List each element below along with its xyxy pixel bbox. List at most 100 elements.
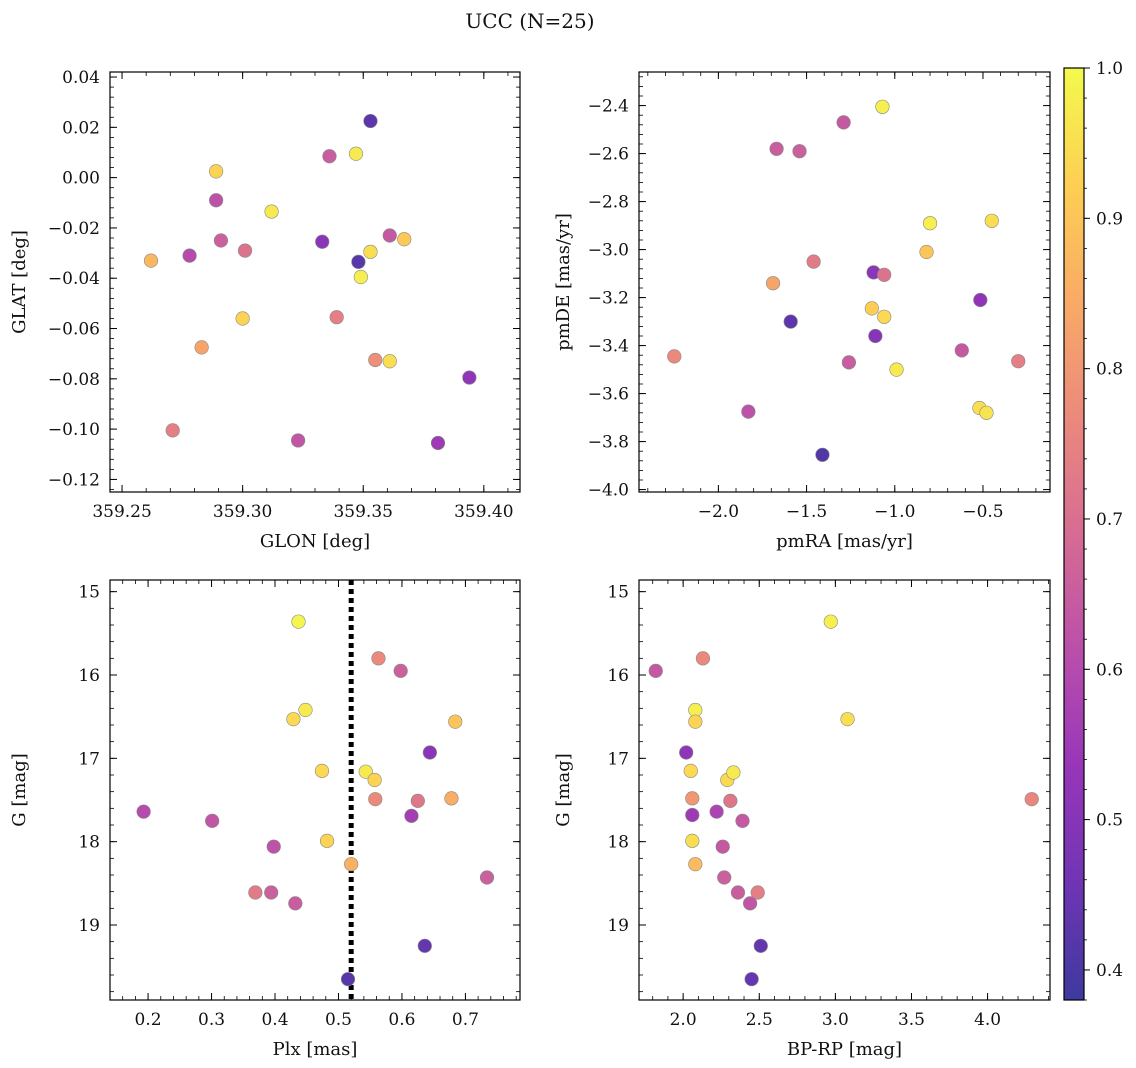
- data-point: [479, 870, 495, 885]
- data-point: [264, 204, 279, 219]
- y-tick-label: −0.12: [48, 470, 100, 490]
- data-point: [462, 370, 477, 385]
- data-point: [205, 813, 220, 828]
- x-tick-label: 4.0: [974, 1010, 1001, 1030]
- x-tick-label: 2.0: [670, 1010, 697, 1030]
- data-point: [237, 243, 253, 258]
- data-point: [685, 833, 700, 848]
- x-tick-label: 0.5: [325, 1010, 352, 1030]
- x-tick-label: −0.5: [962, 502, 1003, 522]
- x-tick-label: 0.4: [261, 1010, 288, 1030]
- data-point: [368, 792, 383, 807]
- x-tick-label: 3.0: [822, 1010, 849, 1030]
- data-point: [319, 833, 335, 848]
- data-point: [715, 839, 730, 854]
- colorbar-gradient: [1064, 68, 1084, 1000]
- colorbar-tick-label: 1.0: [1096, 59, 1123, 79]
- data-point: [679, 745, 694, 760]
- y-tick-label: −3.8: [588, 433, 629, 453]
- data-point: [792, 144, 807, 159]
- y-tick-label: 16: [78, 666, 100, 686]
- data-point: [667, 349, 682, 364]
- panel-bprp-g: 2.0 2.5 3.0 3.5 4.0 15 16 17 18 19 BP-RP [mag] G [m…: [553, 579, 1051, 1060]
- y-tick-label: 0.04: [62, 68, 100, 88]
- data-point: [340, 972, 356, 987]
- data-point: [322, 149, 337, 164]
- data-point: [363, 113, 378, 129]
- data-point: [430, 435, 446, 451]
- data-point: [298, 702, 313, 718]
- data-point: [841, 355, 857, 370]
- y-tick-label: 17: [78, 749, 100, 769]
- data-point: [329, 310, 344, 325]
- data-point: [209, 164, 224, 179]
- axes-frame: [638, 579, 1051, 1001]
- data-point: [815, 447, 830, 462]
- data-point: [264, 885, 279, 900]
- data-point: [165, 423, 180, 438]
- x-tick-label: 359.40: [454, 502, 513, 522]
- data-point: [743, 896, 758, 911]
- data-point: [344, 857, 359, 872]
- x-tick-label: 359.30: [213, 502, 272, 522]
- axes-frame: [109, 579, 521, 1001]
- y-tick-label: 19: [607, 916, 629, 936]
- x-axis-label: GLON [deg]: [260, 531, 370, 552]
- y-tick-label: −3.0: [588, 241, 629, 261]
- panel-pmra-pmde: −2.0 −1.5 −1.0 −0.5 −2.4 −2.6 −2.8 −3.0 −3.2 −3.4…: [553, 71, 1051, 552]
- colorbar-tick-label: 0.9: [1096, 209, 1123, 229]
- colorbar: 0.4 0.5 0.6 0.7 0.8 0.9 1.0: [1063, 59, 1123, 1001]
- data-point: [194, 340, 209, 355]
- data-point: [448, 714, 463, 729]
- y-tick-label: 19: [78, 916, 100, 936]
- y-tick-label: 0.00: [62, 169, 100, 189]
- y-tick-label: −2.8: [588, 193, 629, 213]
- data-point: [291, 433, 306, 448]
- data-point: [444, 791, 459, 806]
- scatter-panels: 359.25 359.30 359.35 359.40 0.04 0.02 0.00 −0.0…: [9, 68, 1051, 1060]
- data-point: [235, 311, 250, 326]
- y-tick-label: −0.04: [48, 269, 100, 289]
- data-point: [984, 213, 999, 228]
- data-point: [783, 314, 798, 329]
- data-point: [371, 651, 386, 666]
- y-tick-label: 15: [78, 583, 100, 603]
- x-tick-label: −1.5: [786, 502, 827, 522]
- data-point: [765, 276, 781, 291]
- y-tick-label: 15: [607, 583, 629, 603]
- data-point: [358, 764, 373, 779]
- figure-title: UCC (N=25): [465, 9, 594, 33]
- data-point: [726, 765, 741, 780]
- data-point: [877, 309, 892, 324]
- data-point: [750, 885, 765, 900]
- y-tick-label: 18: [607, 833, 629, 853]
- data-point: [209, 193, 224, 208]
- colorbar-tick-label: 0.8: [1096, 360, 1123, 380]
- data-point: [753, 938, 768, 953]
- colorbar-frame: [1063, 67, 1085, 1001]
- data-point: [836, 115, 851, 130]
- x-tick-label: 3.5: [898, 1010, 925, 1030]
- data-point: [286, 712, 301, 727]
- data-point: [709, 804, 724, 819]
- y-tick-label: −4.0: [588, 481, 629, 501]
- y-tick-label: 17: [607, 749, 629, 769]
- x-tick-label: 359.25: [92, 502, 151, 522]
- data-point: [348, 146, 364, 161]
- data-point: [367, 772, 382, 788]
- y-tick-label: −0.02: [48, 219, 100, 239]
- y-tick-label: 18: [78, 833, 100, 853]
- y-tick-label: −0.06: [48, 320, 100, 340]
- x-tick-label: 2.5: [746, 1010, 773, 1030]
- data-point: [213, 233, 229, 248]
- data-point: [314, 763, 330, 778]
- data-point: [723, 793, 738, 808]
- x-tick-label: 0.7: [452, 1010, 479, 1030]
- data-point: [919, 244, 934, 260]
- axes-frame: [638, 71, 1051, 493]
- x-tick-label: −2.0: [698, 502, 739, 522]
- data-point: [136, 804, 151, 819]
- x-tick-label: 359.35: [333, 502, 392, 522]
- data-point: [417, 938, 432, 953]
- data-point: [769, 141, 784, 156]
